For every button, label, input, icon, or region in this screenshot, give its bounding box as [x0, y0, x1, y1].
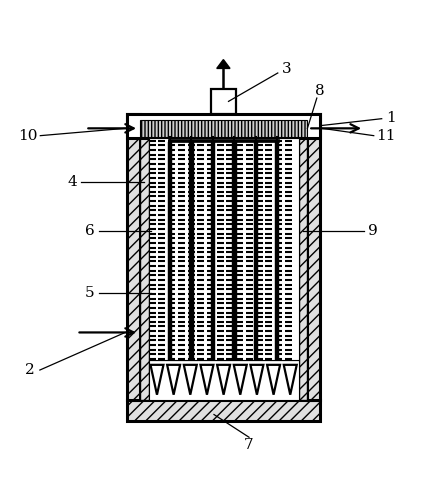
- Text: 1: 1: [386, 111, 396, 125]
- Text: 9: 9: [368, 224, 378, 238]
- Bar: [210, 142, 215, 360]
- Polygon shape: [167, 365, 180, 395]
- Text: 2: 2: [25, 363, 35, 377]
- Text: 10: 10: [18, 129, 38, 142]
- Polygon shape: [267, 365, 280, 395]
- Polygon shape: [251, 365, 263, 395]
- Bar: [168, 139, 279, 142]
- Bar: [149, 138, 299, 360]
- Bar: [140, 138, 149, 400]
- Bar: [307, 114, 320, 400]
- Bar: [168, 142, 172, 360]
- Bar: [189, 142, 194, 360]
- Text: 3: 3: [282, 62, 291, 76]
- Polygon shape: [217, 365, 230, 395]
- Polygon shape: [150, 365, 163, 395]
- Bar: [275, 142, 279, 360]
- Bar: [254, 142, 258, 360]
- Polygon shape: [284, 365, 297, 395]
- Bar: [140, 120, 307, 137]
- Bar: [232, 142, 237, 360]
- Bar: [210, 89, 236, 114]
- Bar: [127, 400, 320, 421]
- Bar: [127, 114, 140, 400]
- Text: 4: 4: [67, 175, 77, 189]
- Text: 5: 5: [85, 285, 95, 300]
- Polygon shape: [200, 365, 214, 395]
- Bar: [127, 114, 320, 138]
- Text: 7: 7: [244, 438, 254, 452]
- Polygon shape: [217, 60, 230, 68]
- Text: 11: 11: [376, 129, 396, 142]
- Bar: [149, 360, 299, 400]
- Polygon shape: [234, 365, 247, 395]
- Text: 8: 8: [315, 84, 324, 99]
- Polygon shape: [184, 365, 197, 395]
- Text: 6: 6: [85, 224, 95, 238]
- Bar: [299, 138, 307, 400]
